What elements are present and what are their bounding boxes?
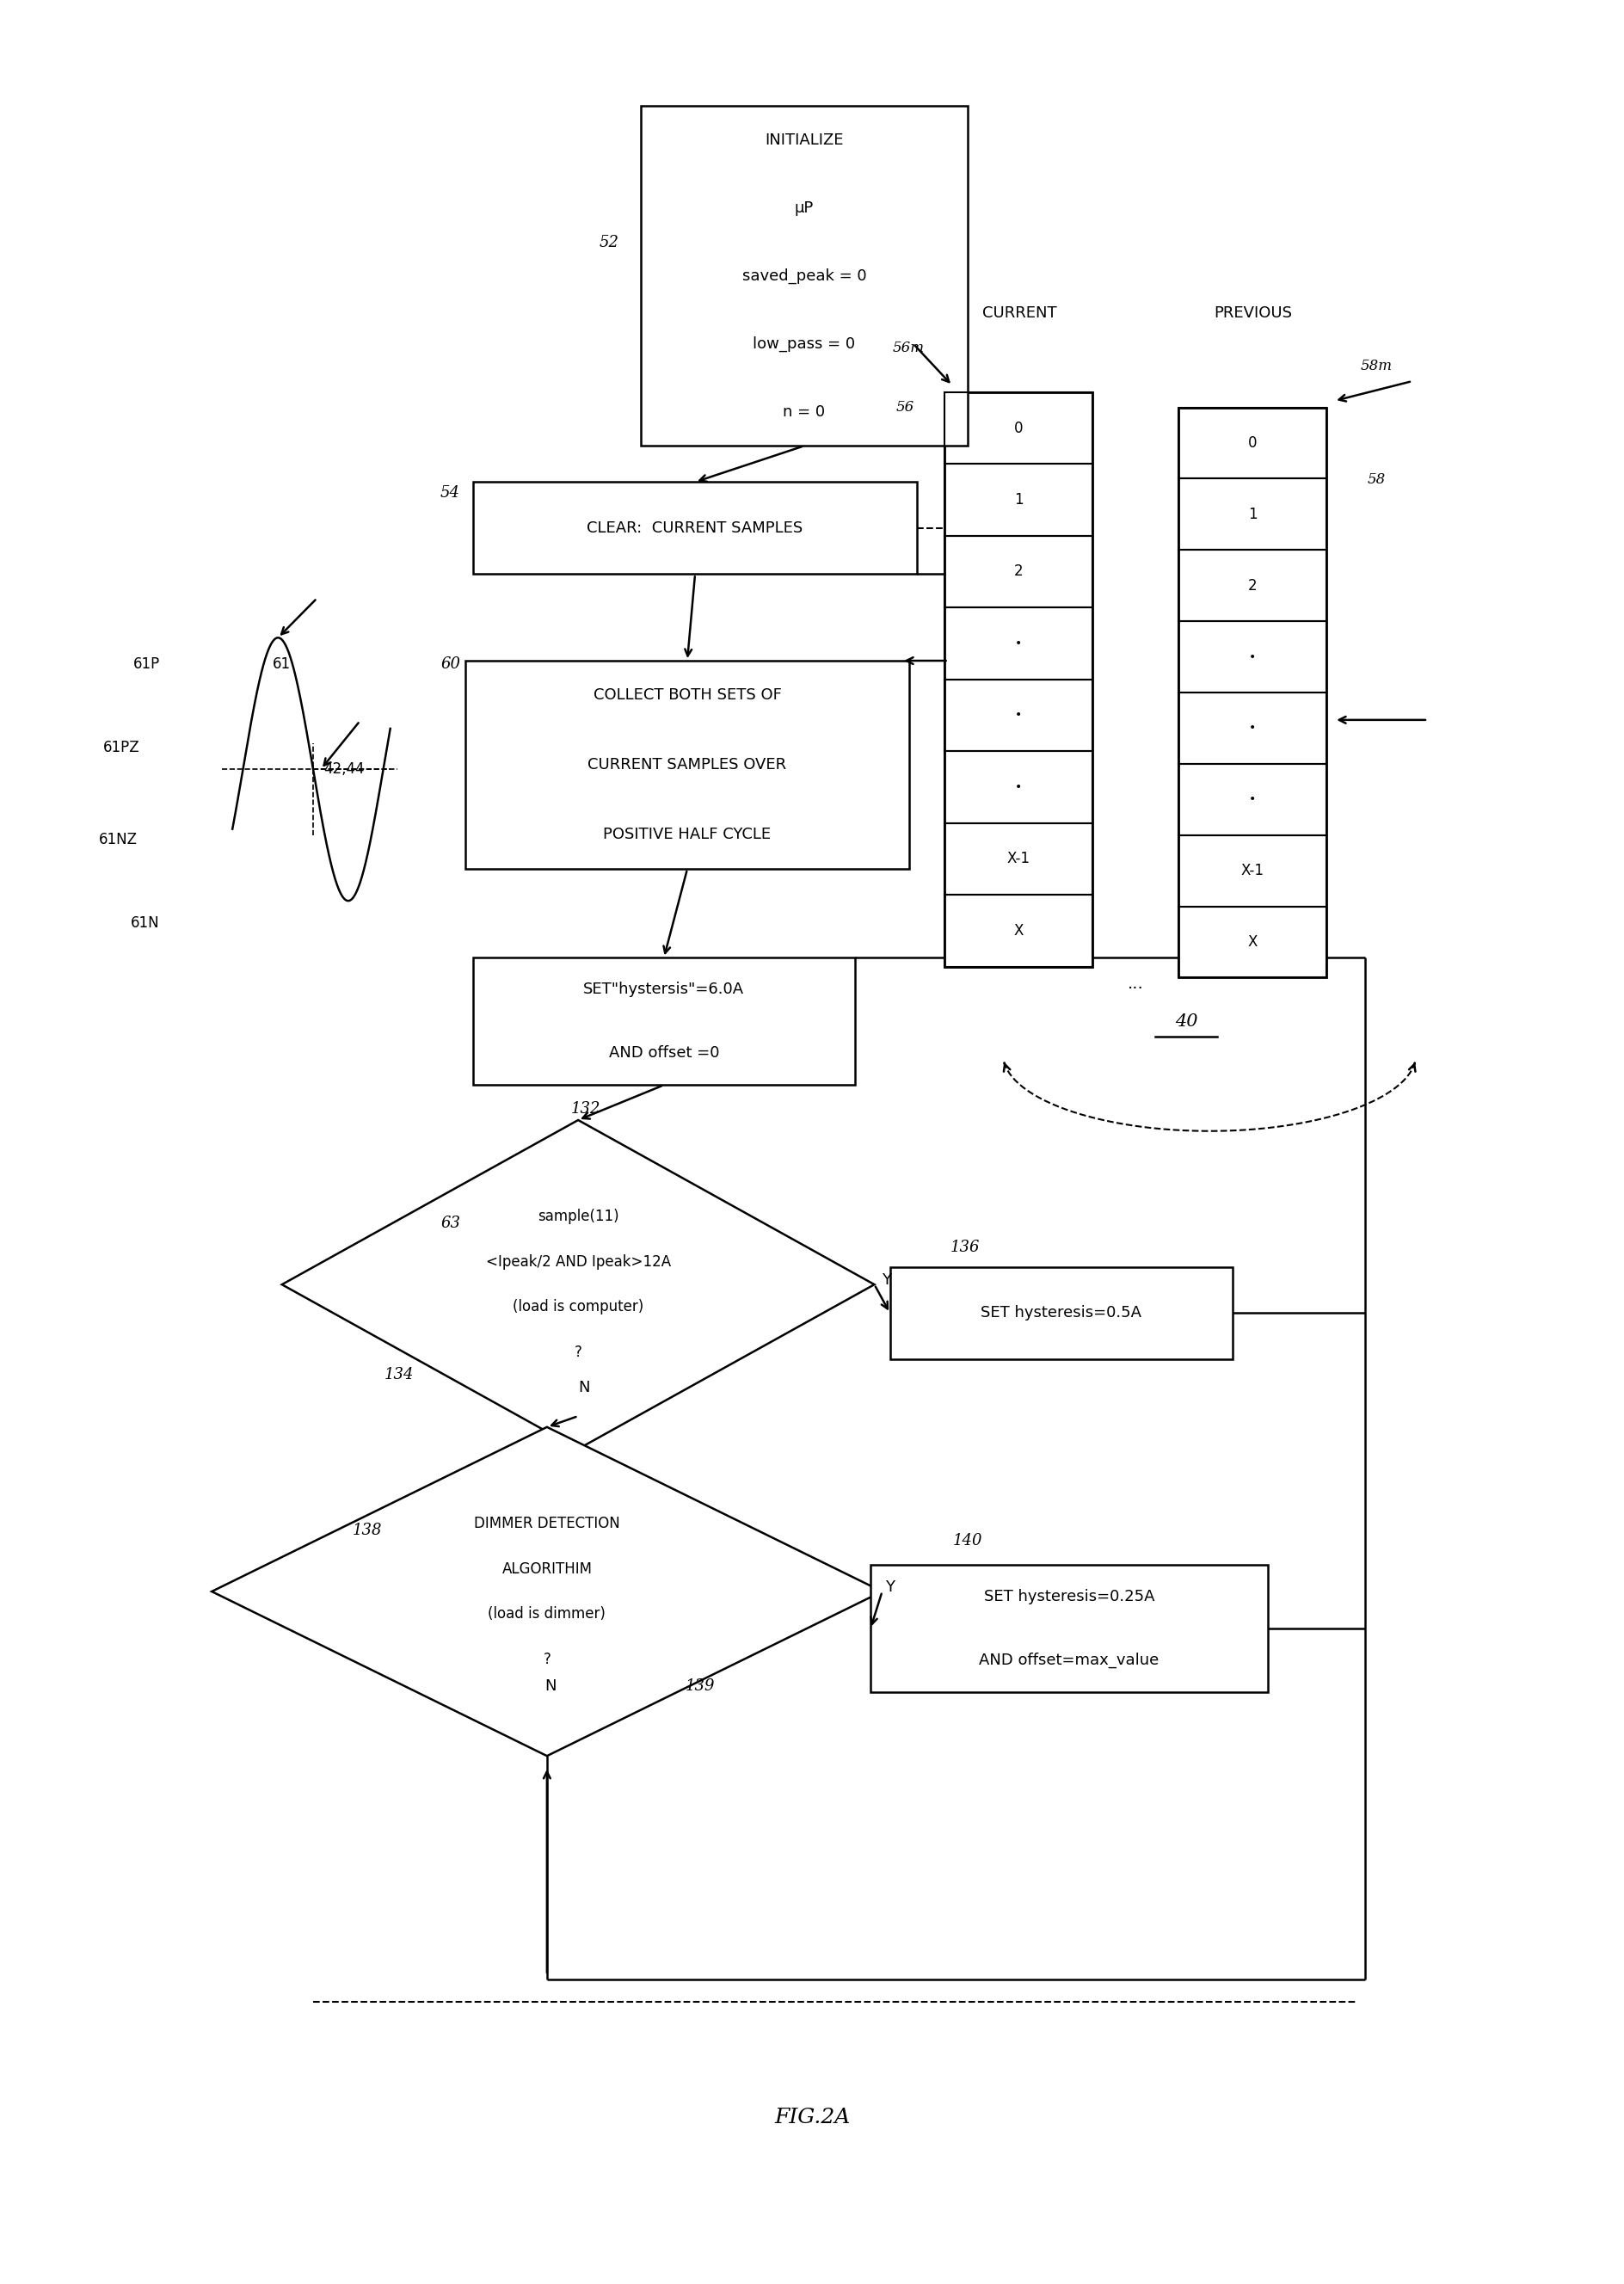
Text: CURRENT SAMPLES OVER: CURRENT SAMPLES OVER — [588, 756, 786, 772]
Text: Y: Y — [882, 1272, 892, 1288]
Text: 61N: 61N — [130, 916, 159, 930]
Text: 139: 139 — [685, 1679, 715, 1692]
Text: sample(11): sample(11) — [538, 1208, 619, 1224]
Text: INITIALIZE: INITIALIZE — [765, 132, 843, 148]
FancyBboxPatch shape — [870, 1565, 1268, 1692]
Text: 2: 2 — [1013, 564, 1023, 580]
Text: 136: 136 — [950, 1240, 979, 1254]
Text: X-1: X-1 — [1007, 852, 1030, 866]
Text: 61: 61 — [273, 656, 291, 671]
Text: Y: Y — [885, 1578, 895, 1594]
Text: 2: 2 — [1247, 578, 1257, 594]
Text: μP: μP — [794, 201, 814, 215]
Text: CURRENT: CURRENT — [983, 306, 1057, 322]
FancyBboxPatch shape — [473, 957, 854, 1085]
FancyBboxPatch shape — [890, 1268, 1233, 1359]
Text: <Ipeak/2 AND Ipeak>12A: <Ipeak/2 AND Ipeak>12A — [486, 1254, 671, 1270]
Text: 61PZ: 61PZ — [102, 740, 140, 756]
Text: 1: 1 — [1247, 507, 1257, 523]
Text: AND offset =0: AND offset =0 — [609, 1046, 719, 1062]
Text: (load is computer): (load is computer) — [513, 1300, 643, 1316]
Text: FIG.2A: FIG.2A — [775, 2108, 849, 2129]
FancyBboxPatch shape — [464, 660, 909, 868]
Text: 42,44: 42,44 — [323, 761, 365, 777]
Text: N: N — [544, 1679, 555, 1692]
Text: PREVIOUS: PREVIOUS — [1215, 306, 1293, 322]
Text: •: • — [1015, 637, 1021, 649]
Text: SET"hystersis"=6.0A: SET"hystersis"=6.0A — [583, 982, 744, 998]
Text: 134: 134 — [383, 1366, 414, 1382]
Text: ?: ? — [575, 1345, 581, 1359]
Polygon shape — [211, 1428, 882, 1756]
Text: CLEAR:  CURRENT SAMPLES: CLEAR: CURRENT SAMPLES — [586, 521, 804, 537]
Text: AND offset=max_value: AND offset=max_value — [979, 1654, 1160, 1667]
FancyBboxPatch shape — [473, 482, 918, 573]
FancyBboxPatch shape — [640, 105, 968, 445]
Polygon shape — [283, 1119, 874, 1448]
Text: 56m: 56m — [893, 340, 924, 356]
Text: saved_peak = 0: saved_peak = 0 — [742, 267, 867, 283]
Text: 140: 140 — [953, 1533, 983, 1549]
Text: X: X — [1247, 934, 1257, 950]
Text: n = 0: n = 0 — [783, 404, 825, 420]
Text: low_pass = 0: low_pass = 0 — [754, 336, 856, 352]
Text: DIMMER DETECTION: DIMMER DETECTION — [474, 1517, 620, 1530]
Text: X: X — [1013, 923, 1023, 939]
FancyBboxPatch shape — [1179, 407, 1327, 978]
Text: •: • — [1249, 722, 1255, 733]
Text: 60: 60 — [440, 656, 460, 671]
Text: •: • — [1015, 710, 1021, 722]
Text: (load is dimmer): (load is dimmer) — [489, 1606, 606, 1622]
Text: 54: 54 — [440, 484, 460, 500]
Text: POSITIVE HALF CYCLE: POSITIVE HALF CYCLE — [604, 827, 771, 843]
Text: ?: ? — [542, 1651, 551, 1667]
Text: 1: 1 — [1013, 491, 1023, 507]
Text: COLLECT BOTH SETS OF: COLLECT BOTH SETS OF — [593, 687, 781, 703]
Text: 58: 58 — [1367, 473, 1385, 486]
Text: 0: 0 — [1013, 420, 1023, 436]
FancyBboxPatch shape — [945, 393, 1093, 966]
Text: 56: 56 — [896, 400, 914, 416]
Text: •: • — [1249, 651, 1255, 662]
Text: 61NZ: 61NZ — [99, 831, 138, 847]
Text: 52: 52 — [599, 235, 619, 251]
Text: •: • — [1249, 793, 1255, 806]
Text: 63: 63 — [440, 1215, 460, 1231]
Text: 0: 0 — [1247, 436, 1257, 450]
Text: ALGORITHIM: ALGORITHIM — [502, 1562, 593, 1576]
Text: SET hysteresis=0.5A: SET hysteresis=0.5A — [981, 1304, 1142, 1320]
Text: SET hysteresis=0.25A: SET hysteresis=0.25A — [984, 1590, 1155, 1606]
Text: N: N — [578, 1380, 590, 1396]
Text: 58m: 58m — [1361, 359, 1392, 372]
Text: 40: 40 — [1174, 1014, 1197, 1030]
Text: 61P: 61P — [133, 656, 159, 671]
Text: 132: 132 — [572, 1101, 601, 1117]
Text: ...: ... — [1127, 975, 1143, 991]
Text: 138: 138 — [352, 1523, 383, 1537]
Text: X-1: X-1 — [1241, 863, 1263, 879]
Text: •: • — [1015, 781, 1021, 793]
